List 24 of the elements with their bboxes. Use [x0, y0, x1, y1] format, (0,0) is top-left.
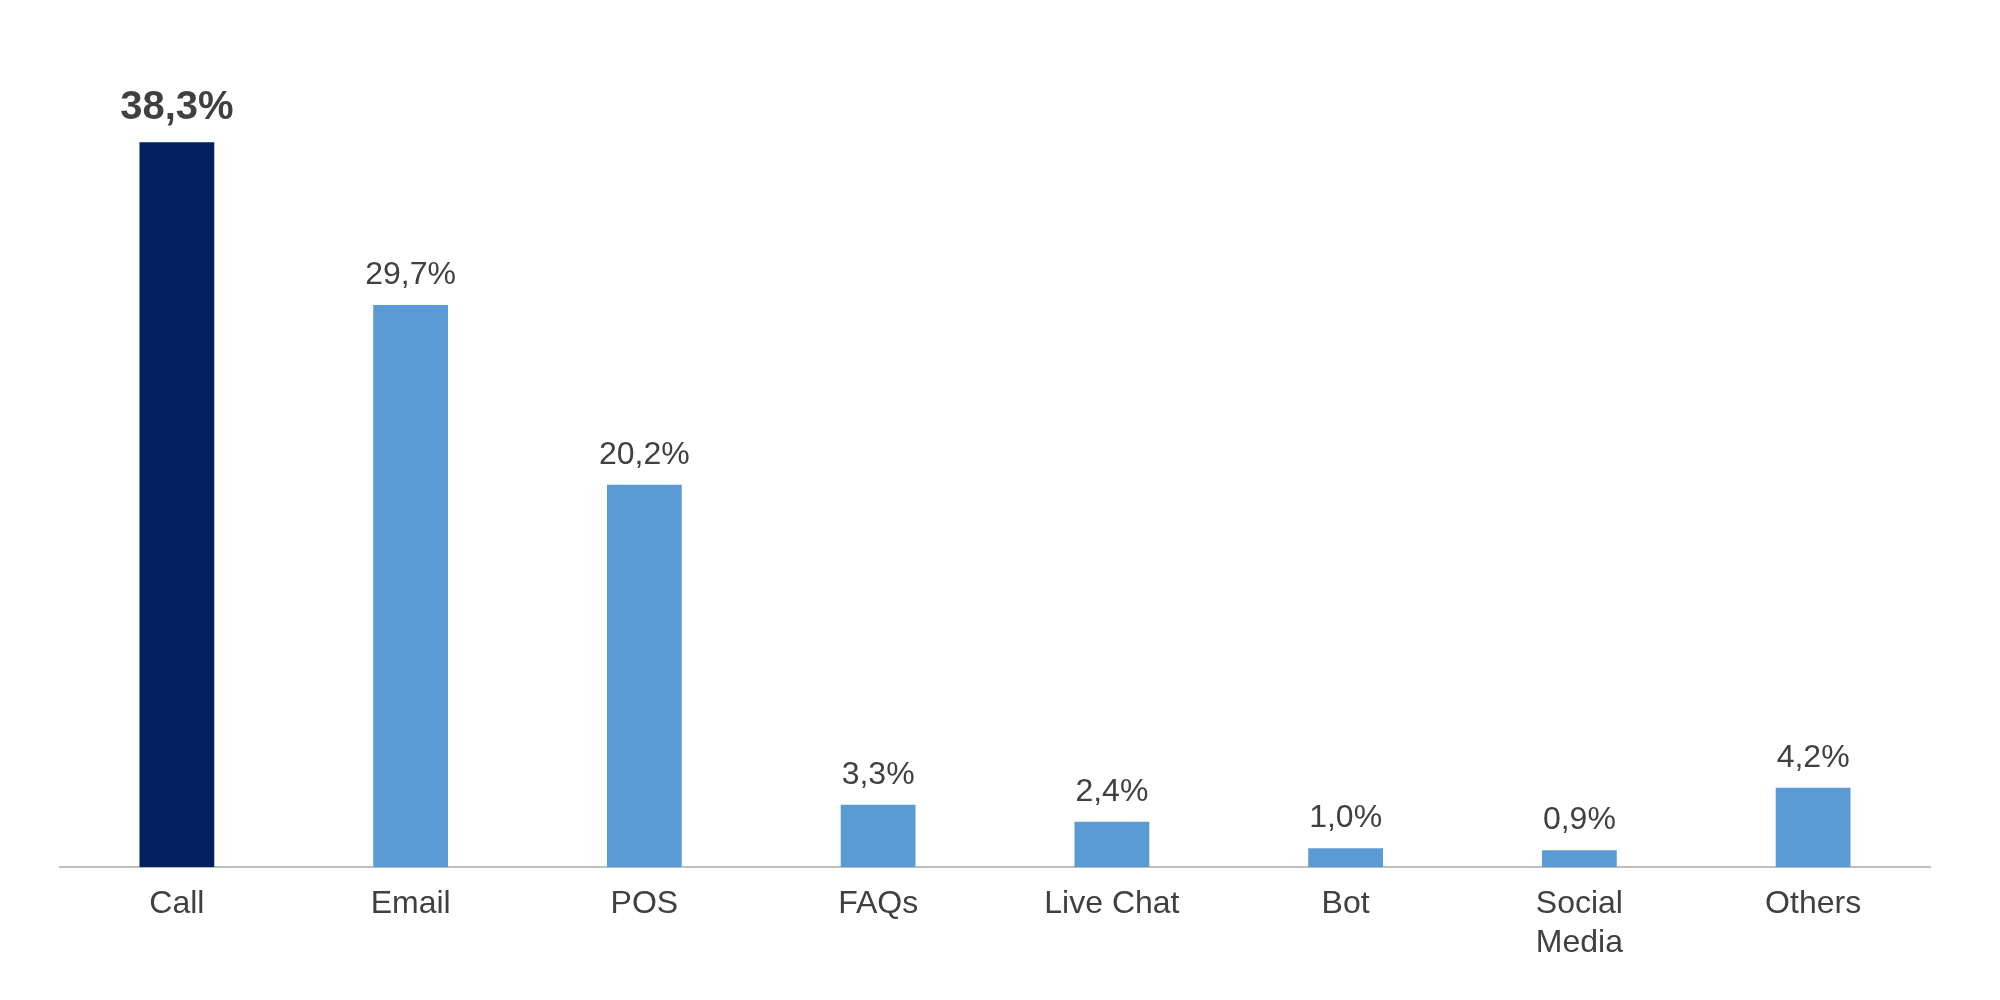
data-label: 0,9%	[1542, 799, 1616, 836]
x-tick-label: Bot	[1321, 884, 1370, 921]
bar	[1074, 821, 1150, 868]
x-tick-label: POS	[610, 884, 679, 921]
x-tick-label: Others	[1765, 884, 1862, 921]
bar	[1308, 848, 1384, 868]
bar	[1541, 850, 1617, 868]
x-tick-label: Email	[370, 884, 451, 921]
x-tick-label: Live Chat	[1044, 884, 1180, 921]
bar	[373, 304, 449, 868]
bar	[1775, 787, 1851, 868]
x-tick-label: Call	[149, 884, 205, 921]
data-label: 4,2%	[1776, 737, 1850, 774]
bar	[840, 804, 916, 868]
data-label: 2,4%	[1075, 771, 1149, 808]
data-label: 38,3%	[120, 83, 234, 128]
data-label: 1,0%	[1309, 798, 1383, 835]
data-label: 29,7%	[365, 254, 456, 291]
x-tick-label: Social Media	[1535, 884, 1624, 959]
bar	[606, 484, 682, 868]
data-label: 3,3%	[841, 754, 915, 791]
data-label: 20,2%	[599, 434, 690, 471]
bar	[139, 142, 215, 868]
x-tick-label: FAQs	[838, 884, 919, 921]
